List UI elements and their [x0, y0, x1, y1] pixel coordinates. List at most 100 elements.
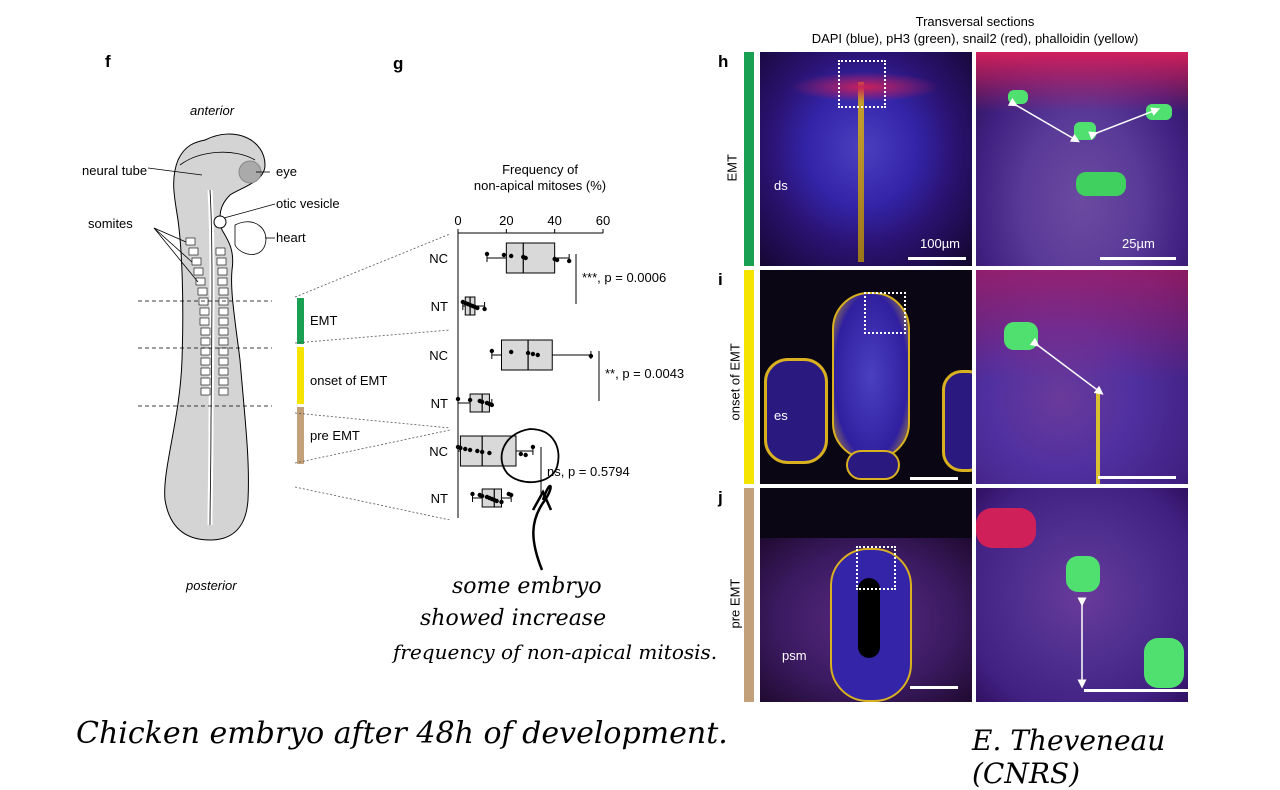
- data-point: [588, 353, 594, 359]
- panel-letter-j: j: [718, 488, 723, 507]
- group-label: NT: [431, 396, 448, 411]
- row-label-pre: pre EMT: [727, 578, 743, 629]
- data-point: [479, 449, 485, 455]
- chart-title-line1: Frequency of: [502, 162, 578, 177]
- data-point: [458, 445, 463, 451]
- data-point: [508, 492, 514, 498]
- group-label: NT: [431, 491, 448, 506]
- data-point: [455, 396, 461, 402]
- data-point: [535, 352, 540, 358]
- boxplot-chart: 0 20 40 60 NC NT NC NT NC NT ***, p = 0.0006 **, p …: [294, 213, 684, 520]
- panel-letter-f: f: [105, 52, 111, 71]
- scalebar-h-left: [908, 257, 966, 260]
- data-point: [501, 252, 507, 258]
- x-tick-label: 40: [547, 213, 561, 228]
- somites-left: [185, 237, 211, 396]
- data-point: [470, 491, 475, 497]
- stage-color-bar-emt: [744, 52, 754, 266]
- stage-label-onset: onset of EMT: [310, 373, 388, 388]
- annotation-arrow: [531, 484, 553, 571]
- data-point: [523, 452, 528, 458]
- data-point: [508, 349, 514, 355]
- data-point: [530, 444, 536, 450]
- projection-line: [294, 329, 451, 344]
- embryo-schematic: [138, 133, 276, 541]
- region-label-psm: psm: [782, 648, 807, 663]
- row-label-emt: EMT: [724, 154, 740, 182]
- data-point: [479, 493, 485, 499]
- neural-tube-label: neural tube: [82, 163, 148, 178]
- row-label-onset: onset of EMT: [727, 343, 743, 421]
- data-point: [487, 450, 492, 456]
- data-point: [482, 306, 487, 312]
- somites-right: [215, 247, 229, 396]
- stage-label-pre: pre EMT: [310, 428, 360, 443]
- data-point: [463, 446, 468, 452]
- projection-line: [294, 412, 451, 429]
- annotation-line3: frequency of non-apical mitosis.: [393, 640, 718, 664]
- stat-label: ns, p = 0.5794: [547, 464, 630, 479]
- group-label: NT: [431, 299, 448, 314]
- x-tick-label: 0: [454, 213, 461, 228]
- projection-line: [294, 486, 451, 520]
- micrograph-arrows: [1007, 97, 1161, 689]
- micrograph-header-line2: DAPI (blue), pH3 (green), snail2 (red), …: [811, 31, 1139, 46]
- projection-line: [294, 429, 451, 464]
- data-point: [479, 399, 485, 405]
- posterior-label: posterior: [186, 578, 237, 593]
- x-tick-label: 20: [499, 213, 513, 228]
- chart-title-line2: non-apical mitoses (%): [473, 178, 607, 193]
- stage-color-bar-pre: [744, 488, 754, 702]
- micrograph-i-zoom: [976, 270, 1188, 484]
- scalebar-h-right: [1100, 257, 1176, 260]
- stat-label: ***, p = 0.0006: [582, 270, 666, 285]
- region-label-ds: ds: [774, 178, 788, 193]
- eye-label: eye: [276, 164, 297, 179]
- scalebar-j-right: [1084, 689, 1188, 692]
- anterior-label: anterior: [190, 103, 235, 118]
- box: [505, 242, 556, 274]
- stage-label-emt: EMT: [310, 313, 338, 328]
- micrograph-j-overview: psm: [760, 488, 972, 702]
- group-label: NC: [429, 444, 448, 459]
- data-point: [475, 448, 480, 454]
- stage-color-bar-onset: [744, 270, 754, 484]
- x-tick-label: 60: [596, 213, 610, 228]
- footer-credit: E. Theveneau (CNRS): [972, 724, 1166, 790]
- annotation-line2: showed increase: [420, 606, 607, 631]
- footer-caption: Chicken embryo after 48h of development.: [76, 716, 728, 751]
- stage-bar-onset: [297, 347, 304, 404]
- data-point: [530, 351, 536, 357]
- micrograph-h-overview: ds 100µm: [760, 52, 972, 266]
- panel-letter-h: h: [718, 52, 729, 71]
- data-point: [499, 499, 504, 505]
- annotation-circle: [500, 428, 560, 484]
- micrograph-header-line1: Transversal sections: [915, 14, 1035, 29]
- data-point: [566, 258, 572, 264]
- panel-letter-g: g: [393, 54, 404, 73]
- box: [501, 339, 553, 371]
- data-point: [475, 305, 480, 311]
- data-point: [489, 348, 495, 354]
- data-point: [523, 255, 528, 261]
- stage-bar-pre: [297, 407, 304, 464]
- data-point: [554, 257, 560, 263]
- panel-letter-i: i: [718, 270, 723, 289]
- scalebar-label-h-left: 100µm: [920, 236, 961, 251]
- projection-line: [294, 233, 451, 298]
- region-label-es: es: [774, 408, 788, 423]
- somites-label: somites: [88, 216, 133, 231]
- data-point: [525, 350, 531, 356]
- annotation-line1: some embryo: [452, 574, 602, 599]
- data-point: [467, 397, 473, 403]
- scalebar-i-left: [910, 477, 958, 480]
- scalebar-label-h-right: 25µm: [1122, 236, 1155, 251]
- data-point: [467, 447, 473, 453]
- micrograph-i-overview: es: [760, 270, 972, 484]
- scalebar-j-left: [910, 686, 958, 689]
- otic-vesicle-label: otic vesicle: [276, 196, 340, 211]
- data-point: [518, 451, 524, 457]
- stat-label: **, p = 0.0043: [605, 366, 684, 381]
- stage-bar-emt: [297, 298, 304, 344]
- data-point: [484, 251, 490, 257]
